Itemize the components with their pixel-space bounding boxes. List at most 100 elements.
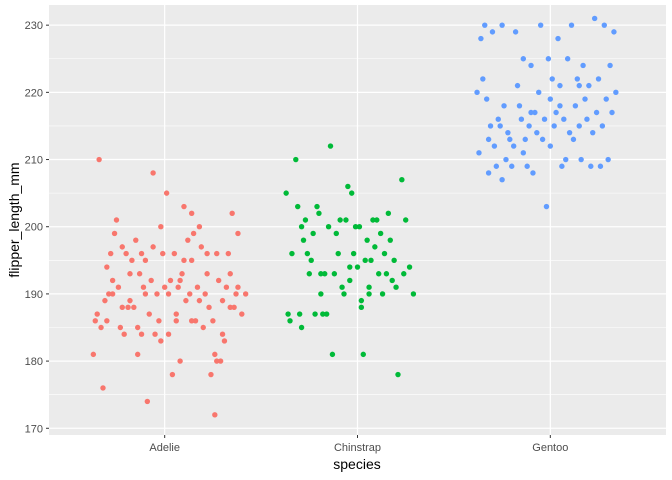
data-point-adelie <box>121 331 127 337</box>
data-point-adelie <box>109 291 116 297</box>
data-point-chinstrap <box>385 210 392 216</box>
data-point-gentoo <box>590 129 596 136</box>
data-point-adelie <box>200 324 206 331</box>
data-point-gentoo <box>524 163 530 169</box>
y-tick-label: 170 <box>25 423 43 435</box>
data-point-adelie <box>179 271 185 277</box>
data-point-gentoo <box>553 109 559 116</box>
data-point-chinstrap <box>289 250 295 257</box>
data-point-adelie <box>204 271 210 277</box>
data-point-adelie <box>165 291 172 297</box>
data-point-chinstrap <box>285 311 291 317</box>
data-point-adelie <box>98 324 104 331</box>
data-point-adelie <box>227 271 233 277</box>
data-point-adelie <box>190 230 197 237</box>
data-point-gentoo <box>561 116 567 122</box>
data-point-adelie <box>138 331 145 337</box>
data-point-adelie <box>202 291 208 297</box>
data-point-gentoo <box>483 96 490 102</box>
data-point-adelie <box>173 318 179 324</box>
data-point-gentoo <box>580 62 586 69</box>
data-point-adelie <box>185 237 191 243</box>
data-point-adelie <box>188 210 195 216</box>
data-point-gentoo <box>501 103 507 109</box>
data-point-adelie <box>239 311 245 317</box>
data-point-adelie <box>221 338 228 344</box>
data-point-adelie <box>225 250 232 257</box>
data-point-gentoo <box>493 163 500 169</box>
data-point-gentoo <box>588 163 594 169</box>
data-point-gentoo <box>549 76 555 82</box>
data-point-chinstrap <box>298 224 305 230</box>
data-point-gentoo <box>547 143 554 149</box>
data-point-chinstrap <box>370 217 376 223</box>
data-point-chinstrap <box>403 217 409 223</box>
x-axis-ticks: Adelie Chinstrap Gentoo <box>149 435 568 454</box>
data-point-adelie <box>158 338 164 344</box>
data-point-adelie <box>160 250 166 257</box>
data-point-chinstrap <box>366 291 372 297</box>
data-point-adelie <box>104 264 110 270</box>
data-point-adelie <box>196 297 203 304</box>
data-point-adelie <box>235 284 241 290</box>
data-point-gentoo <box>607 62 613 69</box>
data-point-chinstrap <box>401 271 407 277</box>
data-point-gentoo <box>543 203 550 210</box>
data-point-gentoo <box>512 29 519 35</box>
data-point-adelie <box>219 331 226 337</box>
data-point-gentoo <box>539 136 546 143</box>
data-point-adelie <box>108 250 114 257</box>
data-point-gentoo <box>599 123 606 129</box>
data-point-chinstrap <box>314 203 320 210</box>
data-point-adelie <box>227 304 233 311</box>
data-point-adelie <box>134 351 141 358</box>
data-point-adelie <box>215 277 222 284</box>
data-point-adelie <box>142 291 149 297</box>
data-point-gentoo <box>613 89 619 96</box>
data-point-chinstrap <box>341 291 347 297</box>
data-point-adelie <box>214 250 220 257</box>
data-point-adelie <box>158 224 164 230</box>
data-point-gentoo <box>518 116 525 122</box>
data-point-chinstrap <box>318 271 324 277</box>
data-point-gentoo <box>499 22 505 28</box>
data-point-gentoo <box>503 156 509 163</box>
data-point-gentoo <box>528 62 534 69</box>
data-point-chinstrap <box>318 291 324 297</box>
data-point-chinstrap <box>377 230 384 237</box>
data-point-adelie <box>142 257 149 264</box>
y-tick-label: 230 <box>25 20 43 32</box>
data-point-gentoo <box>605 156 611 163</box>
data-point-adelie <box>90 351 97 358</box>
data-point-adelie <box>233 291 239 297</box>
data-point-adelie <box>152 331 158 337</box>
data-point-adelie <box>133 237 139 243</box>
data-point-gentoo <box>534 129 540 136</box>
data-point-chinstrap <box>354 264 361 270</box>
data-point-adelie <box>146 311 152 317</box>
data-point-adelie <box>125 304 131 311</box>
data-point-chinstrap <box>296 311 303 317</box>
data-point-gentoo <box>576 123 582 129</box>
data-point-chinstrap <box>399 176 405 183</box>
data-point-adelie <box>231 304 237 311</box>
data-point-gentoo <box>595 76 602 82</box>
data-point-gentoo <box>485 136 492 143</box>
data-point-chinstrap <box>347 277 353 284</box>
data-point-gentoo <box>611 29 617 35</box>
data-point-adelie <box>212 412 218 418</box>
data-point-adelie <box>214 358 220 364</box>
data-point-gentoo <box>545 56 552 62</box>
data-point-chinstrap <box>406 264 413 270</box>
data-point-gentoo <box>609 109 615 116</box>
data-point-chinstrap <box>374 217 380 223</box>
data-point-adelie <box>119 244 125 250</box>
data-point-gentoo <box>505 129 511 136</box>
data-point-gentoo <box>509 163 515 169</box>
data-point-gentoo <box>582 96 588 102</box>
data-point-gentoo <box>568 22 575 28</box>
data-point-adelie <box>223 284 230 290</box>
y-tick-label: 180 <box>25 356 43 368</box>
data-point-adelie <box>175 284 181 290</box>
data-point-adelie <box>163 190 170 196</box>
